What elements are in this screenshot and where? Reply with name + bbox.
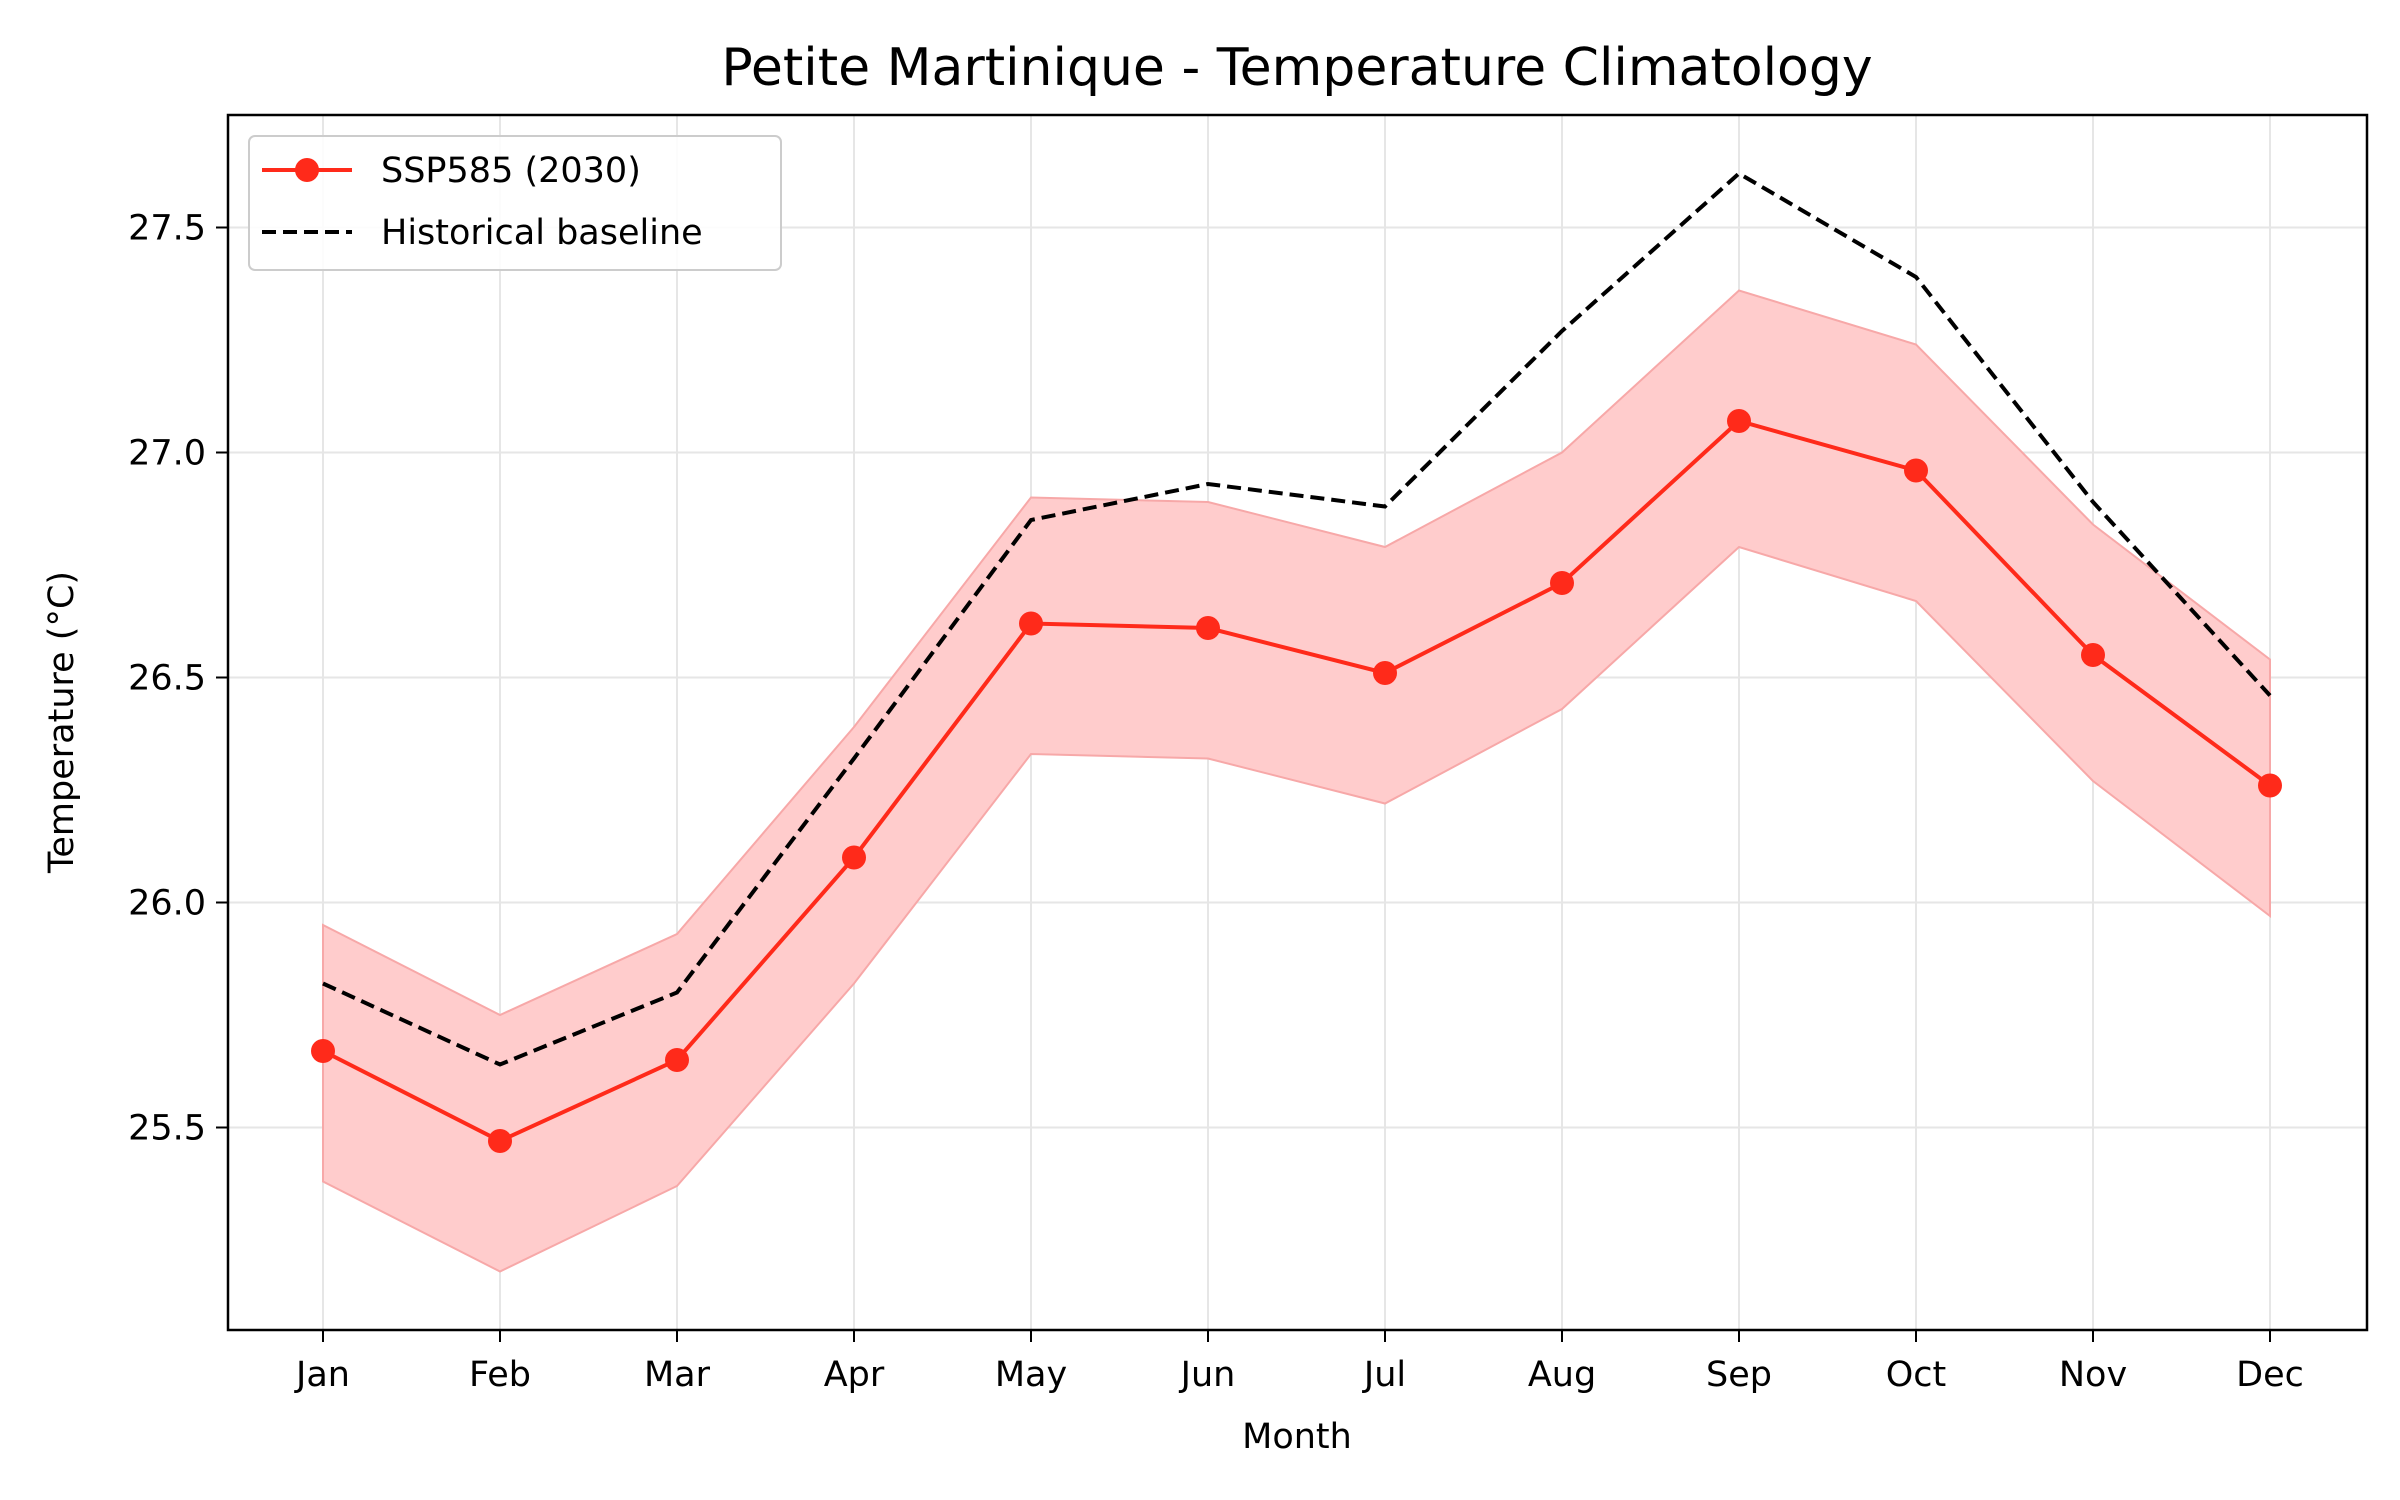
legend-label-ssp585: SSP585 (2030) <box>381 151 641 191</box>
ssp585-point <box>1550 571 1574 595</box>
x-axis-ticks: Jan Feb Mar Apr May Jun Jul Aug Sep Oct Nov Dec <box>294 1330 2304 1395</box>
y-axis-ticks: 25.5 26.0 26.5 27.0 27.5 <box>128 209 228 1149</box>
chart-title: Petite Martinique - Temperature Climatol… <box>721 38 1872 98</box>
ssp585-band-area <box>322 289 2271 1273</box>
legend-label-historical: Historical baseline <box>381 213 703 253</box>
y-tick-label: 25.5 <box>128 1109 206 1149</box>
x-tick-label: Sep <box>1706 1355 1772 1395</box>
ssp585-point <box>1019 611 1043 636</box>
ssp585-uncertainty-band <box>322 289 2271 1273</box>
x-tick-label: Jan <box>294 1355 350 1395</box>
legend: SSP585 (2030) Historical baseline <box>248 135 782 271</box>
ssp585-point <box>488 1129 512 1153</box>
x-tick-label: Mar <box>644 1355 711 1395</box>
ssp585-line <box>322 418 2272 1144</box>
x-tick-label: Aug <box>1528 1355 1596 1395</box>
x-tick-label: Oct <box>1886 1355 1947 1395</box>
y-tick-label: 27.0 <box>128 434 206 474</box>
series-lines <box>311 171 2282 1153</box>
ssp585-point <box>842 845 866 870</box>
x-tick-label: May <box>995 1355 1067 1395</box>
y-tick-label: 26.0 <box>128 884 206 924</box>
y-tick-label: 27.5 <box>128 209 206 249</box>
y-tick-label: 26.5 <box>128 659 206 699</box>
ssp585-point <box>1196 616 1220 640</box>
ssp585-point <box>1373 661 1397 685</box>
plot-area-frame <box>226 113 2369 1332</box>
x-tick-label: Apr <box>824 1355 885 1395</box>
x-tick-label: Nov <box>2059 1355 2127 1395</box>
x-tick-label: Jul <box>1362 1355 1406 1395</box>
ssp585-point <box>311 1039 335 1063</box>
legend-marker-ssp585 <box>295 158 319 182</box>
ssp585-point <box>2081 643 2105 667</box>
historical-baseline-line <box>322 171 2272 1067</box>
ssp585-point <box>1727 409 1751 433</box>
x-tick-label: Dec <box>2236 1355 2304 1395</box>
ssp585-point <box>1904 458 1928 483</box>
x-tick-label: Feb <box>469 1355 531 1395</box>
y-axis-label: Temperature (°C) <box>42 571 82 874</box>
ssp585-point <box>665 1048 689 1072</box>
ssp585-point <box>2258 773 2282 798</box>
x-axis-label: Month <box>1242 1417 1352 1457</box>
x-tick-label: Jun <box>1179 1355 1236 1395</box>
legend-box <box>248 135 782 271</box>
